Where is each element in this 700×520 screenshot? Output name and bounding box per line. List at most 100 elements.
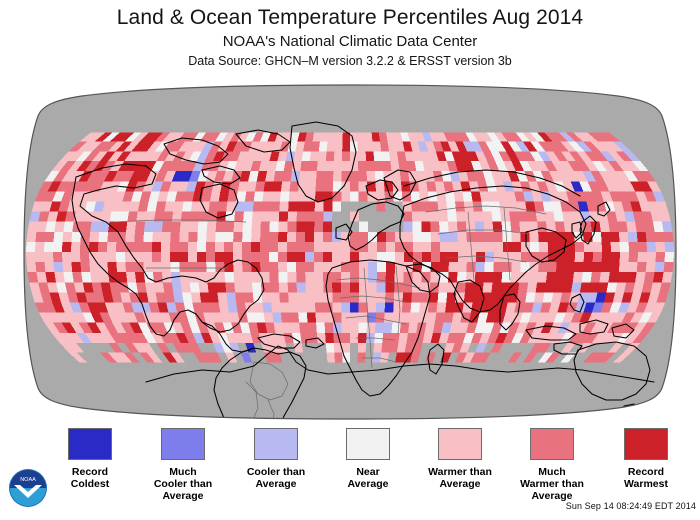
map-cell: [385, 231, 395, 242]
map-cell: [170, 231, 180, 242]
map-cell: [89, 241, 99, 252]
map-cell: [207, 132, 221, 142]
map-cell: [217, 161, 230, 172]
map-cell: [143, 252, 153, 263]
map-cell: [435, 151, 447, 162]
map-cell: [597, 141, 616, 152]
map-cell: [436, 132, 448, 142]
map-cell: [582, 262, 593, 273]
map-cell: [350, 181, 359, 192]
legend-item-much-warmer[interactable]: Much Warmer than Average: [506, 428, 598, 503]
map-cell: [326, 352, 335, 363]
map-cell: [446, 292, 457, 303]
map-cell: [250, 161, 262, 172]
map-cell: [40, 201, 53, 212]
legend-item-record-warmest[interactable]: Record Warmest: [600, 428, 692, 490]
map-cell: [98, 241, 108, 252]
map-cell: [546, 272, 557, 283]
map-cell: [606, 282, 618, 293]
noaa-logo[interactable]: NOAA: [8, 468, 48, 508]
map-cell: [420, 282, 431, 293]
map-cell: [35, 262, 46, 273]
map-cell: [180, 322, 193, 333]
map-cell: [396, 151, 407, 162]
map-cell: [90, 272, 101, 283]
map-cell: [407, 132, 418, 142]
map-cell: [535, 282, 547, 293]
map-cell: [243, 282, 253, 293]
map-cell: [164, 151, 179, 162]
map-cell: [537, 221, 548, 232]
map-cell: [197, 221, 208, 232]
map-cell: [52, 191, 65, 202]
map-cell: [438, 211, 449, 222]
map-cell: [40, 292, 53, 303]
map-cell: [98, 231, 109, 242]
map-cell: [357, 141, 366, 152]
map-cell: [75, 151, 93, 162]
legend-item-cooler[interactable]: Cooler than Average: [230, 428, 322, 490]
map-cell: [82, 211, 94, 222]
map-cell: [538, 262, 548, 273]
map-cell: [551, 201, 563, 212]
map-cell: [376, 262, 386, 273]
map-cell: [64, 282, 76, 293]
map-cell: [474, 322, 486, 333]
map-cell: [56, 181, 71, 192]
map-cell: [242, 161, 254, 172]
map-cell: [367, 282, 377, 293]
map-cell: [630, 201, 642, 212]
map-cell: [392, 181, 402, 192]
map-cell: [120, 322, 135, 333]
map-cell: [53, 171, 68, 182]
map-cell: [358, 272, 368, 283]
map-cell: [90, 181, 104, 192]
map-cell: [364, 132, 373, 142]
map-cell: [154, 322, 168, 333]
map-cell: [615, 151, 633, 162]
map-cell: [357, 352, 366, 363]
map-cell: [290, 171, 301, 182]
map-cell: [590, 322, 605, 333]
legend-item-warmer[interactable]: Warmer than Average: [414, 428, 506, 490]
map-cell: [466, 171, 478, 182]
map-cell: [482, 211, 493, 222]
map-cell: [565, 252, 575, 263]
map-cell: [600, 302, 613, 313]
map-cell: [640, 171, 656, 182]
map-cell: [287, 231, 297, 242]
map-cell: [493, 241, 503, 252]
map-cell: [510, 221, 521, 232]
map-cell: [332, 312, 342, 323]
map-cell: [350, 302, 359, 313]
legend-item-record-coldest[interactable]: Record Coldest: [44, 428, 136, 490]
map-cell: [652, 302, 666, 313]
map-cell: [162, 352, 178, 363]
map-cell: [643, 191, 657, 202]
map-cell: [161, 262, 171, 273]
map-cell: [462, 302, 473, 313]
legend-item-near-average[interactable]: Near Average: [322, 428, 414, 490]
country-borders: [113, 219, 247, 269]
map-cell: [314, 302, 325, 313]
map-cell: [62, 231, 73, 242]
map-cell: [95, 322, 110, 333]
map-cell: [536, 181, 549, 192]
map-cell: [132, 132, 149, 142]
map-cell: [637, 241, 647, 252]
map-cell: [204, 151, 218, 162]
map-cell: [562, 312, 575, 323]
map-cell: [314, 282, 324, 293]
legend-item-much-cooler[interactable]: Much Cooler than Average: [137, 428, 229, 503]
map-cell: [505, 191, 517, 202]
map-cell: [306, 302, 316, 313]
map-cell: [463, 292, 474, 303]
map-cell: [420, 211, 431, 222]
map-cell: [601, 132, 621, 142]
timestamp: Sun Sep 14 08:24:49 EDT 2014: [565, 501, 696, 511]
legend-label-cooler: Cooler than Average: [246, 466, 306, 491]
map-cell: [350, 312, 359, 323]
map-cell: [474, 342, 488, 353]
map-cell: [600, 332, 616, 343]
map-cell: [498, 151, 512, 162]
